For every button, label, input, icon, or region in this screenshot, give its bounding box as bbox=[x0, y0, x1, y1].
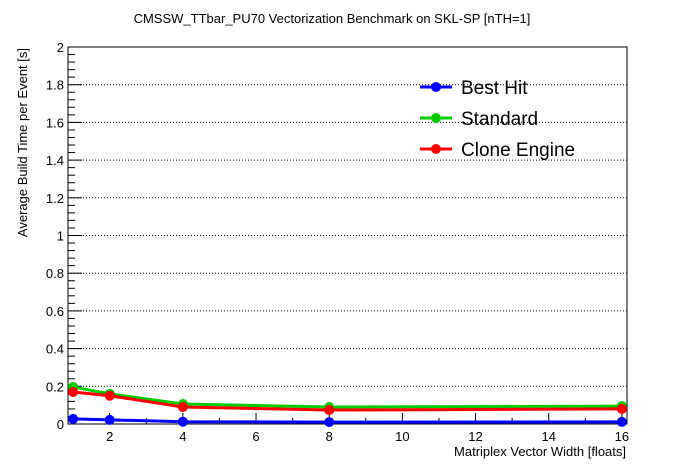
data-point bbox=[104, 390, 115, 401]
legend-marker bbox=[431, 144, 441, 154]
x-tick-label: 14 bbox=[541, 429, 555, 444]
y-axis-label: Average Build Time per Event [s] bbox=[15, 48, 30, 237]
legend-label: Standard bbox=[461, 109, 538, 130]
legend-marker bbox=[431, 113, 441, 123]
axes: 0 0.2 0.4 0.6 0.8 1 1.2 1.4 1.6 1.8 2 2 4 6 8 10 12 14 16 bbox=[46, 40, 629, 444]
legend-label: Clone Engine bbox=[461, 140, 575, 161]
series-group bbox=[68, 382, 627, 428]
y-tick-label: 1 bbox=[57, 229, 64, 244]
data-point bbox=[68, 386, 79, 397]
data-point bbox=[616, 416, 627, 427]
x-axis-label: Matriplex Vector Width [floats] bbox=[454, 444, 626, 459]
y-tick-label: 0 bbox=[57, 417, 64, 432]
data-point bbox=[104, 414, 115, 425]
y-tick-label: 0.4 bbox=[46, 342, 64, 357]
chart-title: CMSSW_TTbar_PU70 Vectorization Benchmark… bbox=[134, 11, 531, 26]
gridlines bbox=[68, 84, 627, 387]
data-point bbox=[68, 413, 79, 424]
data-point bbox=[324, 417, 335, 428]
series-line bbox=[73, 417, 622, 424]
legend: Best Hit Standard Clone Engine bbox=[420, 78, 575, 161]
y-tick-label: 1.8 bbox=[46, 78, 64, 93]
y-tick-label: 0.2 bbox=[46, 379, 64, 394]
data-point bbox=[177, 402, 188, 413]
y-tick-label: 2 bbox=[57, 40, 64, 55]
legend-marker bbox=[431, 82, 441, 92]
x-tick-label: 10 bbox=[395, 429, 409, 444]
legend-label: Best Hit bbox=[461, 78, 528, 99]
x-tick-label: 6 bbox=[252, 429, 259, 444]
data-point bbox=[324, 405, 335, 416]
y-tick-label: 0.8 bbox=[46, 266, 64, 281]
x-tick-label: 12 bbox=[468, 429, 482, 444]
y-tick-label: 1.2 bbox=[46, 191, 64, 206]
x-tick-label: 4 bbox=[179, 429, 186, 444]
x-tick-label: 16 bbox=[615, 429, 629, 444]
data-point bbox=[177, 416, 188, 427]
x-tick-label: 2 bbox=[106, 429, 113, 444]
y-tick-label: 1.4 bbox=[46, 153, 64, 168]
x-tick-label: 8 bbox=[326, 429, 333, 444]
y-tick-label: 1.6 bbox=[46, 115, 64, 130]
y-tick-label: 0.6 bbox=[46, 304, 64, 319]
data-point bbox=[616, 403, 627, 414]
